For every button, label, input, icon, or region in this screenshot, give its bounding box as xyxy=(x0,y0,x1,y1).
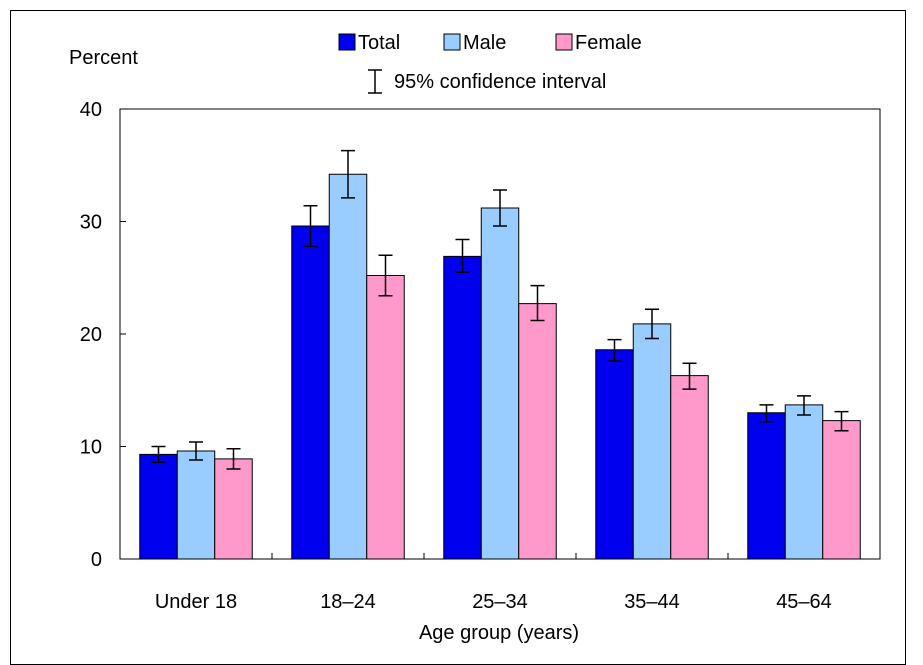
legend-label: Male xyxy=(463,32,506,54)
y-tick-label: 10 xyxy=(80,437,102,459)
x-tick-label: 18–24 xyxy=(320,591,376,613)
plot-area: 0 10 20 30 40 Under 18 18–24 25–34 35–44 45–64 xyxy=(80,99,881,613)
ci-legend-label: 95% confidence interval xyxy=(394,71,606,93)
x-tick-label: 25–34 xyxy=(472,591,528,613)
bar xyxy=(139,453,178,560)
bar xyxy=(784,404,824,560)
legend: Total Male Female xyxy=(338,32,642,54)
bar xyxy=(443,255,482,560)
y-tick-label: 40 xyxy=(80,99,102,121)
legend-swatch xyxy=(555,33,573,51)
bar xyxy=(214,458,253,560)
legend-label: Total xyxy=(358,32,400,54)
bar xyxy=(595,349,634,560)
bar xyxy=(670,375,709,560)
y-tick-label: 20 xyxy=(80,324,102,346)
legend-swatch xyxy=(338,33,356,51)
bar xyxy=(518,303,557,560)
y-axis-title: Percent xyxy=(69,47,138,69)
x-tick-label: Under 18 xyxy=(155,591,237,613)
bar xyxy=(176,450,216,560)
x-axis-title: Age group (years) xyxy=(419,622,579,644)
bar xyxy=(366,275,405,560)
bar xyxy=(480,207,520,560)
bar xyxy=(747,412,786,560)
bar xyxy=(632,323,672,560)
y-tick-label: 0 xyxy=(91,549,102,571)
x-tick-label: 35–44 xyxy=(624,591,680,613)
legend-swatch xyxy=(443,33,461,51)
legend-label: Female xyxy=(575,32,642,54)
x-tick-label: 45–64 xyxy=(776,591,832,613)
bar xyxy=(822,420,861,560)
ci-legend: 95% confidence interval xyxy=(368,69,606,94)
y-tick-label: 30 xyxy=(80,212,102,234)
bar xyxy=(291,225,330,560)
bar xyxy=(328,173,368,560)
